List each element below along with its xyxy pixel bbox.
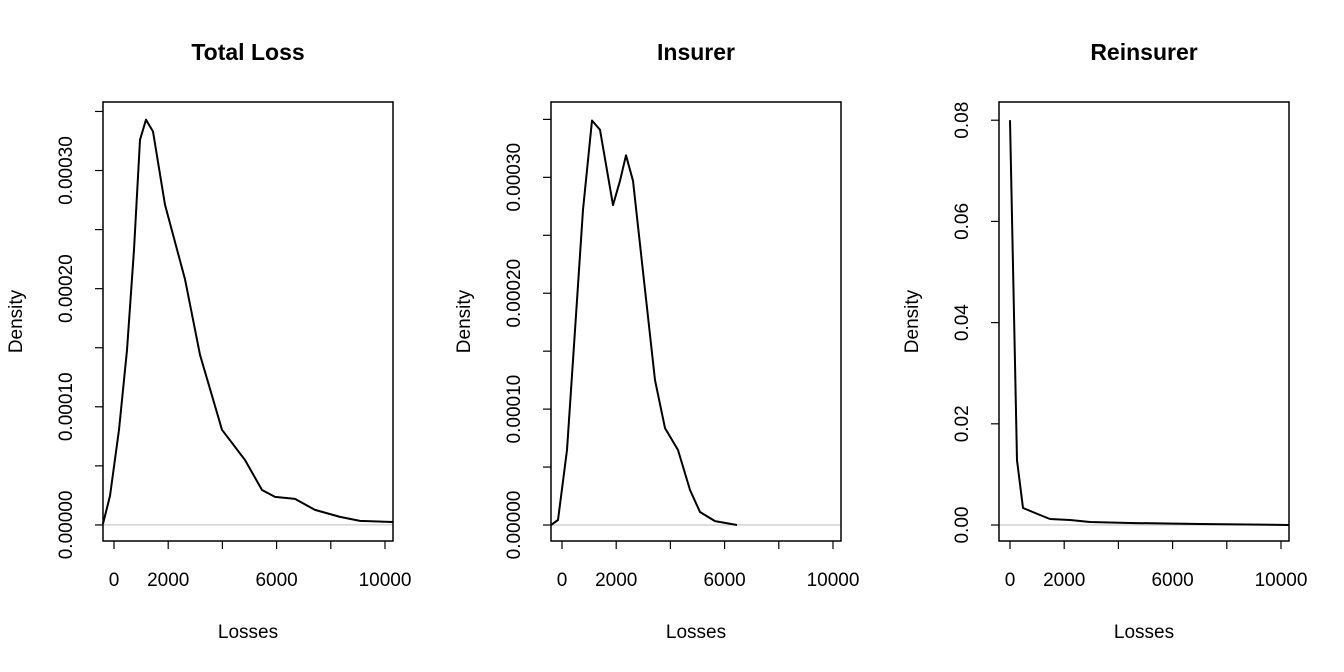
density-line (102, 118, 394, 525)
panel-title: Total Loss (191, 39, 304, 65)
y-tick-label: 0.02 (952, 405, 973, 442)
x-tick-label: 10000 (807, 570, 860, 591)
plot-box (550, 101, 842, 542)
y-tick-label: 0.00030 (504, 143, 525, 212)
panel-title: Reinsurer (1090, 39, 1197, 65)
plot-box (998, 101, 1290, 542)
x-tick-label: 6000 (255, 570, 297, 591)
y-tick-label: 0.08 (952, 102, 973, 139)
density-line (1009, 120, 1290, 526)
y-tick-label: 0.04 (952, 304, 973, 341)
x-tick-label: 2000 (595, 570, 637, 591)
y-axis-label: Density (902, 289, 923, 353)
density-line (550, 119, 738, 526)
x-axis-label: Losses (666, 622, 726, 643)
y-tick-label: 0.00010 (56, 372, 77, 441)
x-tick-label: 6000 (1151, 570, 1193, 591)
y-tick-label: 0.00000 (504, 491, 525, 560)
x-tick-label: 6000 (703, 570, 745, 591)
y-tick-label: 0.06 (952, 203, 973, 240)
x-tick-label: 0 (109, 570, 120, 591)
plot-box (102, 101, 394, 542)
x-tick-label: 2000 (1043, 570, 1085, 591)
y-tick-label: 0.00020 (504, 259, 525, 328)
x-tick-label: 10000 (1255, 570, 1308, 591)
y-tick-label: 0.00030 (56, 136, 77, 205)
x-tick-label: 0 (1005, 570, 1016, 591)
panel-title: Insurer (657, 39, 735, 65)
y-axis-label: Density (6, 289, 27, 353)
x-tick-label: 2000 (147, 570, 189, 591)
x-tick-label: 0 (557, 570, 568, 591)
y-tick-label: 0.00000 (56, 491, 77, 560)
y-tick-label: 0.00020 (56, 254, 77, 323)
y-axis-label: Density (454, 289, 475, 353)
x-axis-label: Losses (218, 622, 278, 643)
y-tick-label: 0.00010 (504, 375, 525, 444)
x-axis-label: Losses (1114, 622, 1174, 643)
y-tick-label: 0.00 (952, 507, 973, 544)
x-tick-label: 10000 (359, 570, 412, 591)
